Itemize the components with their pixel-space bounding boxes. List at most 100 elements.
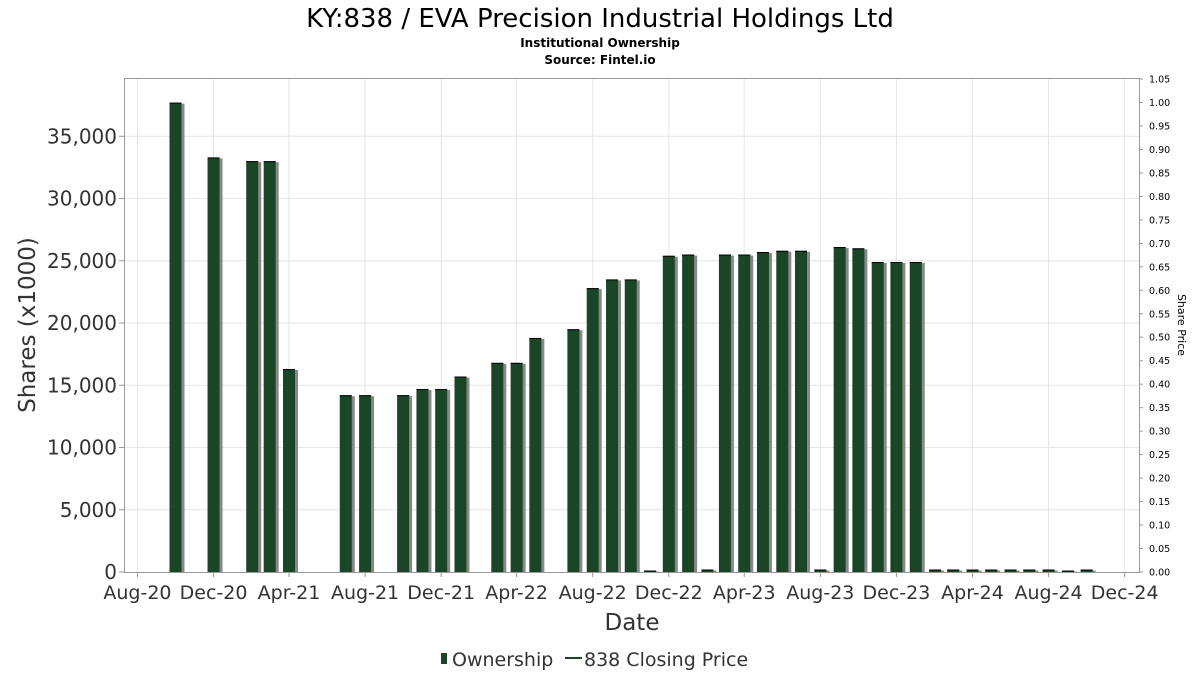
x-tick-label: Aug-23	[786, 582, 854, 604]
right-y-tick-label: 0.65	[1149, 262, 1170, 273]
right-y-tick-label: 0.05	[1149, 544, 1170, 555]
left-y-axis-ticks: 0 5,000 10,000 15,000 20,000 25,000 30,000 35,0…	[47, 124, 125, 584]
right-y-tick-label: 0.30	[1149, 427, 1170, 438]
bar-ownership	[776, 250, 789, 572]
right-y-tick-label: 0.50	[1149, 333, 1170, 344]
x-axis-ticks: Aug-20 Dec-20 Apr-21 Aug-21 Dec-21 Apr-22 Aug-…	[103, 572, 1159, 604]
bar-ownership	[718, 254, 731, 572]
x-tick-label: Dec-20	[180, 582, 248, 604]
x-tick-label: Dec-23	[863, 582, 931, 604]
bar-ownership	[871, 262, 884, 572]
right-y-tick-label: 0.00	[1149, 568, 1170, 579]
bar-ownership	[1023, 569, 1036, 572]
bar-ownership	[586, 288, 599, 572]
bar-ownership	[169, 102, 182, 572]
bar-series-ownership	[169, 102, 1096, 573]
bar-ownership	[283, 369, 296, 572]
y-tick-label: 0	[104, 560, 117, 584]
x-tick-label: Apr-24	[941, 582, 1004, 604]
bar-ownership	[947, 569, 960, 572]
bar-ownership	[701, 569, 714, 572]
bar-ownership	[435, 388, 448, 572]
bar-ownership	[890, 262, 903, 572]
y-axis-label: Shares (x1000)	[15, 237, 41, 413]
bar-ownership	[966, 569, 979, 572]
y-tick-label: 20,000	[47, 311, 117, 335]
bar-ownership	[662, 255, 675, 572]
y-tick-label: 30,000	[47, 187, 117, 211]
bar-ownership	[852, 248, 865, 573]
right-y-axis-ticks: 0.00 0.05 0.10 0.15 0.20 0.25 0.30 0.35 0.40 0.45…	[1139, 75, 1170, 579]
x-tick-label: Apr-22	[485, 582, 548, 604]
chart-title: KY:838 / EVA Precision Industrial Holdin…	[306, 4, 894, 34]
bar-ownership	[929, 569, 942, 572]
bar-ownership	[416, 388, 429, 572]
x-tick-label: Dec-21	[407, 582, 475, 604]
bar-ownership	[814, 569, 827, 572]
right-y-tick-label: 0.70	[1149, 239, 1170, 250]
bar-ownership	[756, 252, 769, 572]
right-y-tick-label: 0.10	[1149, 521, 1170, 532]
bar-ownership	[795, 250, 807, 572]
right-y-tick-label: 0.85	[1149, 168, 1170, 179]
bar-ownership	[491, 362, 504, 572]
right-y-tick-label: 0.75	[1149, 215, 1170, 226]
y-tick-label: 10,000	[47, 436, 117, 460]
bar-ownership	[985, 569, 998, 572]
y-tick-label: 25,000	[47, 249, 117, 273]
y-tick-label: 5,000	[60, 498, 117, 522]
bar-ownership	[207, 157, 220, 572]
bar-ownership	[682, 254, 695, 572]
x-tick-label: Apr-21	[258, 582, 321, 604]
right-y-tick-label: 0.60	[1149, 286, 1170, 297]
bar-ownership	[909, 262, 922, 572]
bar-ownership	[359, 395, 372, 572]
right-y-tick-label: 1.00	[1149, 98, 1170, 109]
right-y-tick-label: 0.25	[1149, 450, 1170, 461]
x-tick-label: Aug-22	[559, 582, 627, 604]
right-y-tick-label: 0.15	[1149, 497, 1170, 508]
bar-ownership	[397, 395, 410, 572]
bar-ownership	[606, 279, 619, 572]
plot-frame	[124, 78, 1140, 573]
y-tick-label: 15,000	[47, 373, 117, 397]
bar-ownership	[738, 254, 751, 572]
chart-subtitle-ownership: Institutional Ownership	[520, 36, 680, 50]
bar-ownership	[263, 161, 276, 572]
bar-ownership	[1042, 569, 1055, 572]
right-y-tick-label: 0.90	[1149, 145, 1170, 156]
right-y-tick-label: 0.45	[1149, 356, 1170, 367]
bar-ownership	[567, 329, 580, 572]
bar-ownership	[624, 279, 637, 572]
right-y-tick-label: 0.80	[1149, 192, 1170, 203]
y-tick-label: 35,000	[47, 124, 117, 148]
right-y-tick-label: 0.35	[1149, 403, 1170, 414]
right-y-tick-label: 0.55	[1149, 309, 1170, 320]
right-y-axis-label: Share Price	[1175, 294, 1188, 356]
bar-ownership	[1004, 569, 1017, 572]
right-y-tick-label: 0.95	[1149, 121, 1170, 132]
bar-ownership	[339, 395, 352, 572]
x-tick-label: Apr-23	[713, 582, 776, 604]
chart-subtitle-source: Source: Fintel.io	[544, 53, 655, 67]
x-tick-label: Dec-22	[635, 582, 703, 604]
x-axis-label: Date	[605, 610, 660, 636]
right-y-tick-label: 1.05	[1149, 75, 1170, 86]
x-tick-label: Aug-21	[331, 582, 399, 604]
x-tick-label: Aug-24	[1015, 582, 1083, 604]
bar-ownership	[1080, 569, 1093, 572]
x-tick-label: Dec-24	[1091, 582, 1159, 604]
legend: Ownership 838 Closing Price	[441, 649, 748, 671]
bar-ownership	[833, 247, 846, 572]
bar-ownership	[246, 161, 259, 572]
legend-ownership-label: Ownership	[452, 649, 553, 671]
x-tick-label: Aug-20	[103, 582, 171, 604]
bar-ownership	[510, 362, 523, 572]
legend-price-label: 838 Closing Price	[584, 649, 748, 671]
right-y-tick-label: 0.40	[1149, 380, 1170, 391]
bar-ownership	[529, 337, 542, 572]
bar-ownership	[454, 376, 467, 572]
right-y-tick-label: 0.20	[1149, 474, 1170, 485]
legend-ownership-swatch	[441, 653, 447, 664]
